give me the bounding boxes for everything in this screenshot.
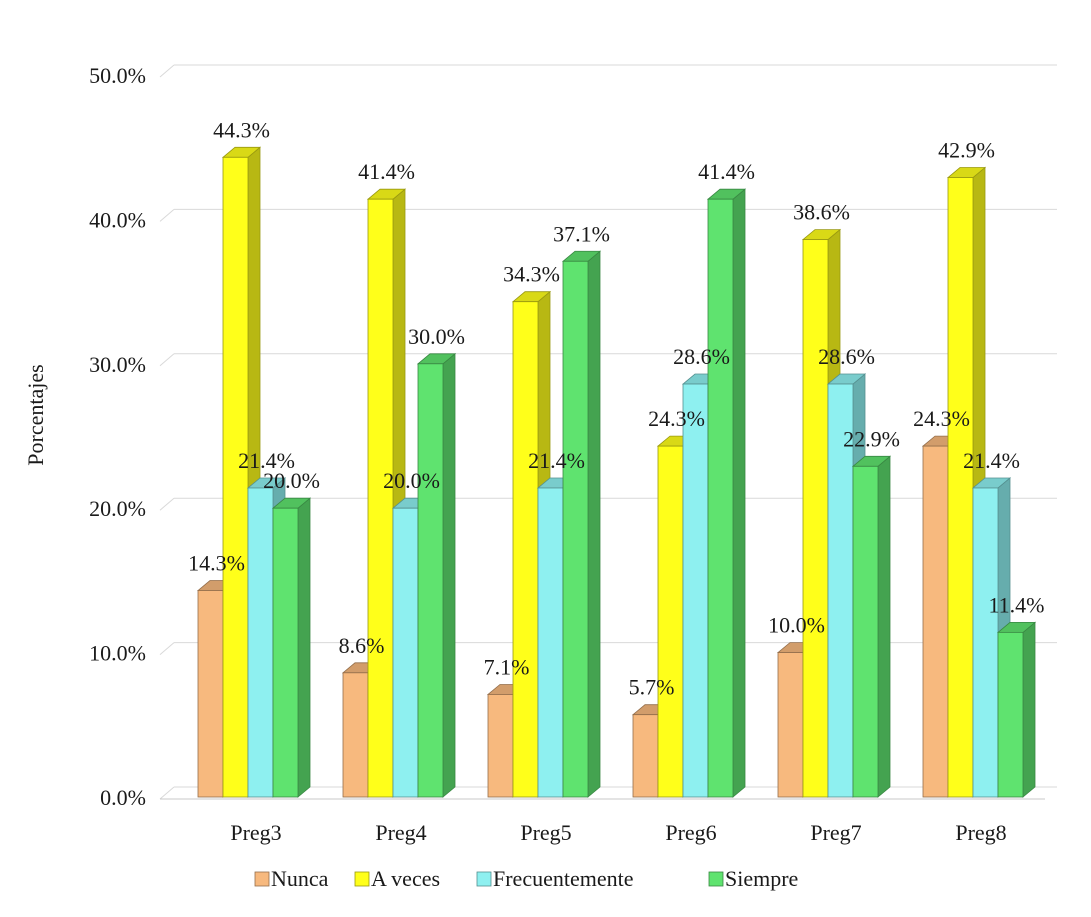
data-label: 38.6% (793, 200, 850, 225)
x-category-label: Preg5 (520, 820, 571, 845)
legend-label: Siempre (725, 866, 798, 891)
y-tick-label: 20.0% (89, 496, 146, 521)
bar-side (732, 188, 746, 798)
bar-front (852, 465, 879, 798)
bar-front (272, 507, 299, 798)
bar-front (247, 487, 274, 798)
bar-front (802, 239, 829, 798)
bar-siempre-preg6 (706, 188, 747, 798)
bar-side (297, 497, 311, 798)
bar-siempre-preg5 (561, 250, 602, 798)
bar-front (707, 198, 734, 798)
bar-front (562, 260, 589, 798)
data-label: 41.4% (358, 159, 415, 184)
gridline-depth (159, 786, 175, 800)
grid-layer (159, 64, 1057, 800)
bar-front (222, 156, 249, 798)
bar-front (392, 507, 419, 798)
gridline-depth (159, 209, 175, 222)
data-label: 20.0% (263, 468, 320, 493)
y-tick-label: 40.0% (89, 207, 146, 232)
bars-layer (196, 146, 1037, 798)
legend-label: Nunca (271, 866, 329, 891)
bar-front (537, 487, 564, 798)
x-category-label: Preg6 (665, 820, 716, 845)
data-label: 42.9% (938, 138, 995, 163)
data-label: 30.0% (408, 324, 465, 349)
data-label: 14.3% (188, 551, 245, 576)
data-label: 11.4% (988, 592, 1044, 617)
data-label: 21.4% (528, 448, 585, 473)
legend-item-nunca: Nunca (254, 866, 329, 891)
gridline-depth (159, 642, 175, 655)
bar-siempre-preg3 (271, 497, 312, 798)
legend-label: Frecuentemente (493, 866, 634, 891)
bar-front (487, 694, 514, 798)
x-axis-categories: Preg3 Preg4 Preg5 Preg6 Preg7 Preg8 (230, 820, 1006, 845)
legend-item-a-veces: A veces (354, 866, 440, 891)
bar-front (632, 714, 659, 798)
y-tick-label: 10.0% (89, 641, 146, 666)
gridline-depth (159, 497, 175, 511)
legend-swatch (254, 871, 270, 887)
x-category-label: Preg3 (230, 820, 281, 845)
data-label: 34.3% (503, 262, 560, 287)
data-label: 10.0% (768, 613, 825, 638)
bar-front (777, 652, 804, 798)
bar-front (197, 590, 224, 798)
data-label: 37.1% (553, 221, 610, 246)
data-label: 44.3% (213, 117, 270, 142)
bar-front (417, 363, 444, 798)
bar-front (827, 383, 854, 798)
data-label: 21.4% (963, 448, 1020, 473)
y-tick-label: 50.0% (89, 63, 146, 88)
legend-swatch (708, 871, 724, 887)
x-category-label: Preg4 (375, 820, 426, 845)
bar-siempre-preg7 (851, 455, 892, 798)
data-label: 22.9% (843, 426, 900, 451)
legend-item-frecuentemente: Frecuentemente (476, 866, 634, 891)
data-label: 24.3% (913, 406, 970, 431)
legend-item-siempre: Siempre (708, 866, 798, 891)
bar-front (972, 487, 999, 798)
legend-label: A veces (371, 866, 440, 891)
bar-front (997, 631, 1024, 798)
bar-siempre-preg4 (416, 352, 457, 798)
gridline-depth (159, 353, 175, 367)
bar-front (367, 198, 394, 798)
data-label: 28.6% (673, 344, 730, 369)
legend: Nunca A veces Frecuentemente Siempre (254, 866, 798, 891)
bar-front (512, 301, 539, 798)
data-label: 41.4% (698, 159, 755, 184)
data-label: 8.6% (339, 633, 385, 658)
legend-swatch (354, 871, 370, 887)
bar-side (587, 250, 601, 798)
bar-front (657, 445, 684, 798)
y-axis-title: Porcentajes (23, 364, 48, 465)
data-label: 5.7% (629, 675, 675, 700)
gridline-depth (159, 64, 175, 78)
legend-swatch (476, 871, 492, 887)
data-label: 20.0% (383, 468, 440, 493)
bar-side (1022, 621, 1036, 798)
bar-side (877, 455, 891, 798)
bar-front (682, 383, 709, 798)
x-category-label: Preg7 (810, 820, 861, 845)
data-labels-layer: 14.3%44.3%21.4%20.0%8.6%41.4%20.0%30.0%7… (188, 117, 1044, 699)
y-axis-ticks: 0.0% 10.0% 20.0% 30.0% 40.0% 50.0% (89, 63, 146, 810)
bar-siempre-preg8 (996, 621, 1037, 798)
data-label: 28.6% (818, 344, 875, 369)
y-tick-label: 0.0% (100, 785, 146, 810)
data-label: 21.4% (238, 448, 295, 473)
data-label: 24.3% (648, 406, 705, 431)
x-category-label: Preg8 (955, 820, 1006, 845)
data-label: 7.1% (484, 654, 530, 679)
bar-front (922, 445, 949, 798)
bar-front (947, 177, 974, 798)
bar-side (442, 352, 456, 798)
bar-front (342, 672, 369, 798)
y-tick-label: 30.0% (89, 352, 146, 377)
